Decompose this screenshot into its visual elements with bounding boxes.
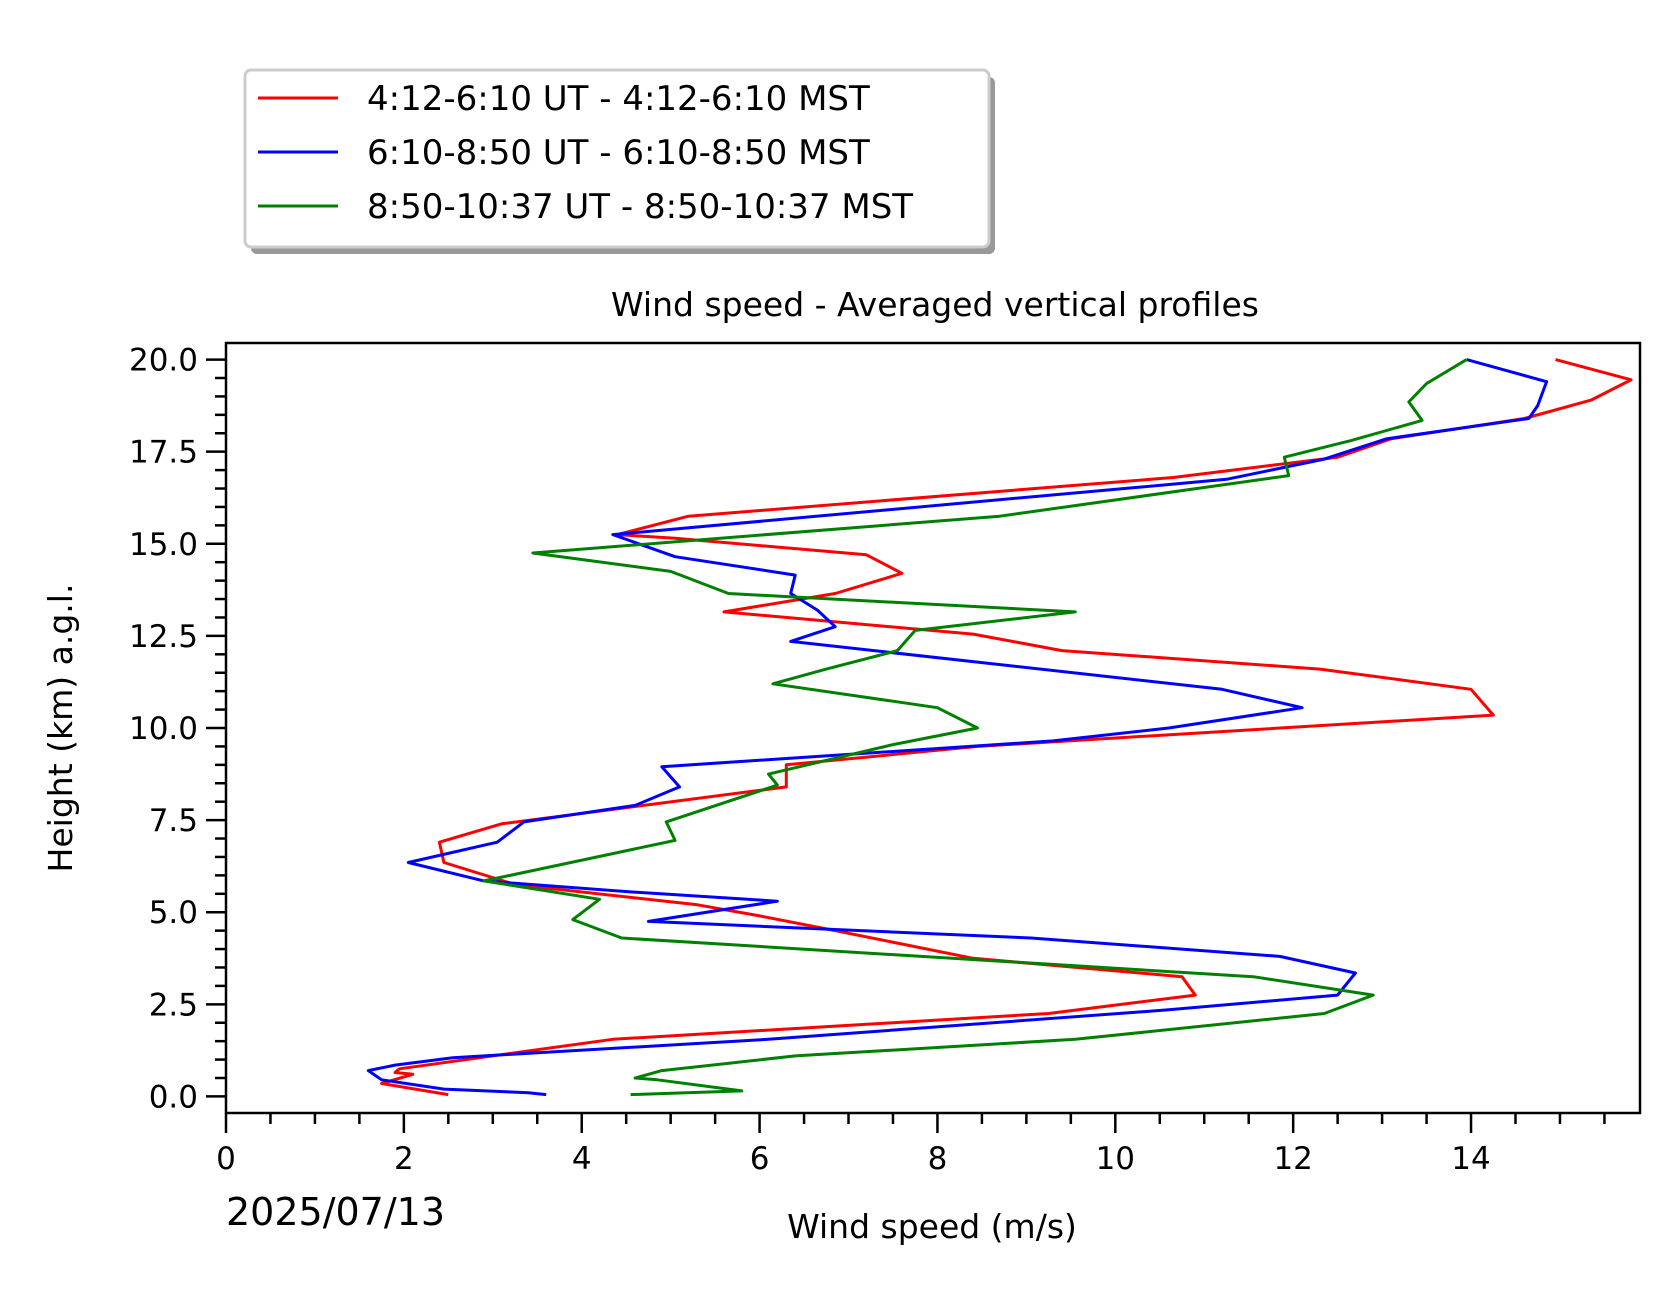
date-label: 2025/07/13 (226, 1190, 445, 1234)
plot-frame (224, 341, 1642, 1115)
chart-title: Wind speed - Averaged vertical profiles (611, 285, 1259, 324)
x-tick-label: 8 (928, 1141, 948, 1177)
y-tick-label: 15.0 (129, 527, 198, 563)
y-tick-label: 0.0 (149, 1079, 198, 1115)
legend: 4:12-6:10 UT - 4:12-6:10 MST 6:10-8:50 UT… (243, 68, 995, 254)
series-layer (366, 358, 1633, 1097)
legend-label-3: 8:50-10:37 UT - 8:50-10:37 MST (367, 187, 913, 227)
y-axis-label: Height (km) a.g.l. (41, 584, 80, 873)
y-tick-label: 10.0 (129, 711, 198, 747)
legend-label-1: 4:12-6:10 UT - 4:12-6:10 MST (367, 79, 870, 119)
y-tick-label: 17.5 (129, 435, 198, 471)
series-line-1 (380, 358, 1633, 1097)
legend-box (243, 68, 991, 249)
y-tick-label: 20.0 (129, 343, 198, 379)
x-tick-label: 12 (1273, 1141, 1312, 1177)
x-tick-label: 0 (216, 1141, 236, 1177)
x-tick-label: 2 (394, 1141, 414, 1177)
x-tick-label: 10 (1096, 1141, 1135, 1177)
x-axis: 0 2 4 6 8 10 12 14 (216, 1113, 1606, 1177)
y-tick-label: 2.5 (149, 987, 198, 1023)
x-axis-label: Wind speed (m/s) (787, 1207, 1077, 1246)
x-tick-label: 6 (750, 1141, 770, 1177)
x-tick-label: 14 (1451, 1141, 1490, 1177)
y-tick-label: 5.0 (149, 895, 198, 931)
y-axis: 0.0 2.5 5.0 7.5 10.0 12.5 15.0 17.5 20.0 (129, 343, 226, 1115)
series-line-3 (482, 358, 1468, 1097)
series-line-2 (366, 358, 1549, 1097)
legend-label-2: 6:10-8:50 UT - 6:10-8:50 MST (367, 133, 870, 173)
y-tick-label: 12.5 (129, 619, 198, 655)
y-tick-label: 7.5 (149, 803, 198, 839)
x-tick-label: 4 (572, 1141, 592, 1177)
